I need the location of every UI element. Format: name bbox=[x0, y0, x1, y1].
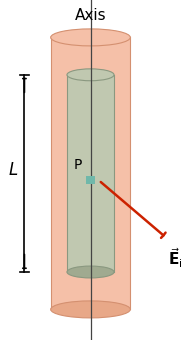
Text: P: P bbox=[74, 158, 82, 172]
Bar bbox=[86, 176, 94, 184]
Ellipse shape bbox=[51, 29, 130, 46]
Ellipse shape bbox=[51, 301, 130, 318]
Text: $L$: $L$ bbox=[9, 161, 19, 179]
Text: $\vec{\mathbf{E}}_{\mathrm{in}}$: $\vec{\mathbf{E}}_{\mathrm{in}}$ bbox=[168, 246, 181, 270]
Bar bbox=[51, 37, 130, 309]
Bar bbox=[67, 75, 114, 272]
Ellipse shape bbox=[67, 69, 114, 81]
Text: Axis: Axis bbox=[75, 8, 106, 23]
Ellipse shape bbox=[67, 266, 114, 278]
